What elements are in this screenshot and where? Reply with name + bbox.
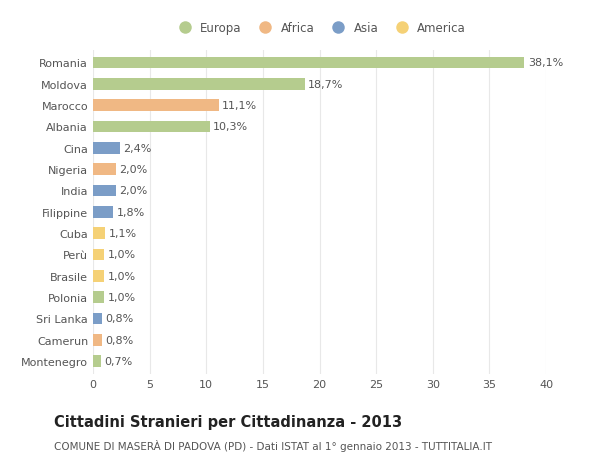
Text: 1,0%: 1,0% [108, 271, 136, 281]
Text: Cittadini Stranieri per Cittadinanza - 2013: Cittadini Stranieri per Cittadinanza - 2… [54, 414, 402, 429]
Bar [93, 313, 102, 325]
Bar [93, 249, 104, 261]
Text: 0,7%: 0,7% [104, 356, 133, 366]
Bar [93, 207, 113, 218]
Text: 1,0%: 1,0% [108, 292, 136, 302]
Bar [93, 228, 106, 240]
Bar [93, 100, 219, 112]
Bar [93, 78, 305, 90]
Text: 11,1%: 11,1% [222, 101, 257, 111]
Bar [93, 143, 120, 154]
Bar [93, 291, 104, 303]
Text: 1,8%: 1,8% [117, 207, 145, 217]
Text: 2,0%: 2,0% [119, 165, 147, 175]
Text: COMUNE DI MASERÀ DI PADOVA (PD) - Dati ISTAT al 1° gennaio 2013 - TUTTITALIA.IT: COMUNE DI MASERÀ DI PADOVA (PD) - Dati I… [54, 439, 492, 451]
Bar [93, 355, 101, 367]
Bar [93, 57, 524, 69]
Text: 38,1%: 38,1% [528, 58, 563, 68]
Text: 18,7%: 18,7% [308, 79, 344, 90]
Text: 0,8%: 0,8% [106, 314, 134, 324]
Bar [93, 121, 209, 133]
Text: 1,0%: 1,0% [108, 250, 136, 260]
Bar [93, 185, 116, 197]
Bar [93, 270, 104, 282]
Bar [93, 334, 102, 346]
Text: 10,3%: 10,3% [213, 122, 248, 132]
Legend: Europa, Africa, Asia, America: Europa, Africa, Asia, America [169, 17, 470, 40]
Text: 1,1%: 1,1% [109, 229, 137, 239]
Text: 2,4%: 2,4% [124, 143, 152, 153]
Text: 2,0%: 2,0% [119, 186, 147, 196]
Text: 0,8%: 0,8% [106, 335, 134, 345]
Bar [93, 164, 116, 175]
